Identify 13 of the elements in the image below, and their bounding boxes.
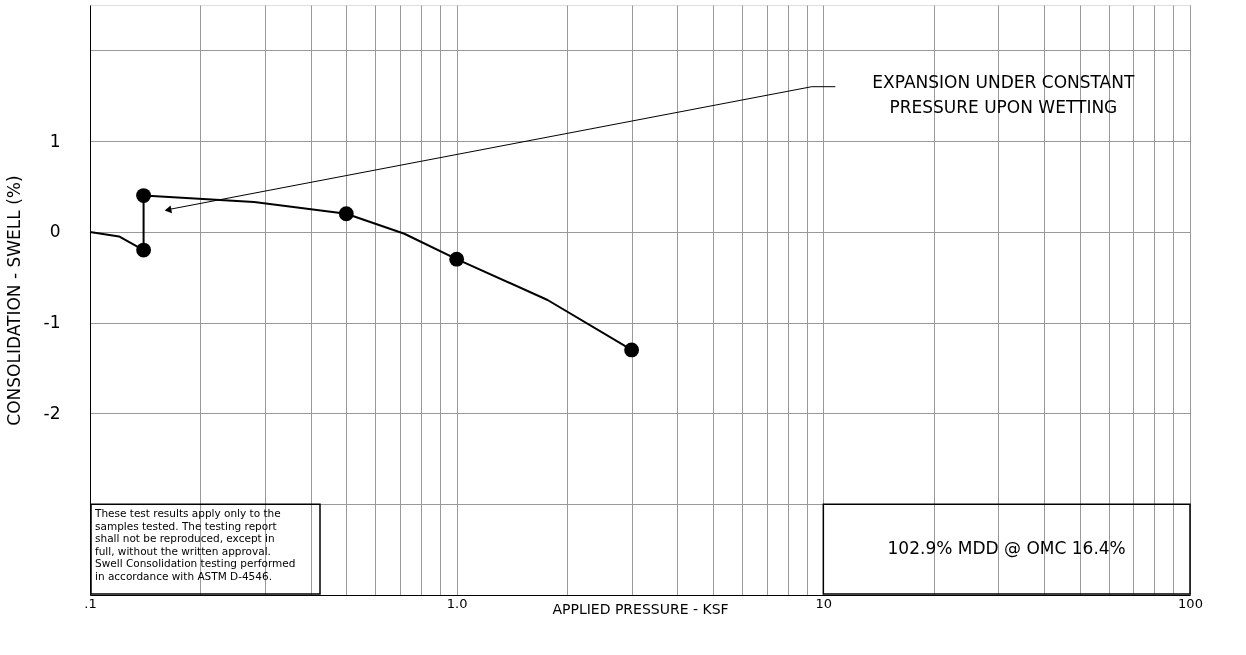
y-tick-label: 1 bbox=[49, 130, 61, 151]
y-tick-label: -1 bbox=[43, 312, 61, 333]
y-tick-label: -2 bbox=[43, 402, 61, 423]
x-tick-label: 100 bbox=[1178, 595, 1203, 611]
y-axis-title: CONSOLIDATION - SWELL (%) bbox=[3, 175, 24, 426]
x-axis-title: APPLIED PRESSURE - KSF bbox=[552, 600, 729, 617]
annotation: 102.9% MDD @ OMC 16.4% bbox=[887, 537, 1126, 558]
x-tick-label: .1 bbox=[84, 595, 97, 611]
x-tick-label: 10 bbox=[815, 595, 833, 611]
y-tick-label: 0 bbox=[49, 221, 61, 242]
x-tick-label: 1.0 bbox=[446, 595, 468, 611]
annotation: EXPANSION UNDER CONSTANT PRESSURE UPON WETTING bbox=[872, 71, 1135, 117]
annotation: These test results apply only to the samples tested. The testing report shall not be reproduced, except in full, without the written approval. Swell Consolidation testing performed in accordance with ASTM D-4546. bbox=[94, 507, 296, 582]
